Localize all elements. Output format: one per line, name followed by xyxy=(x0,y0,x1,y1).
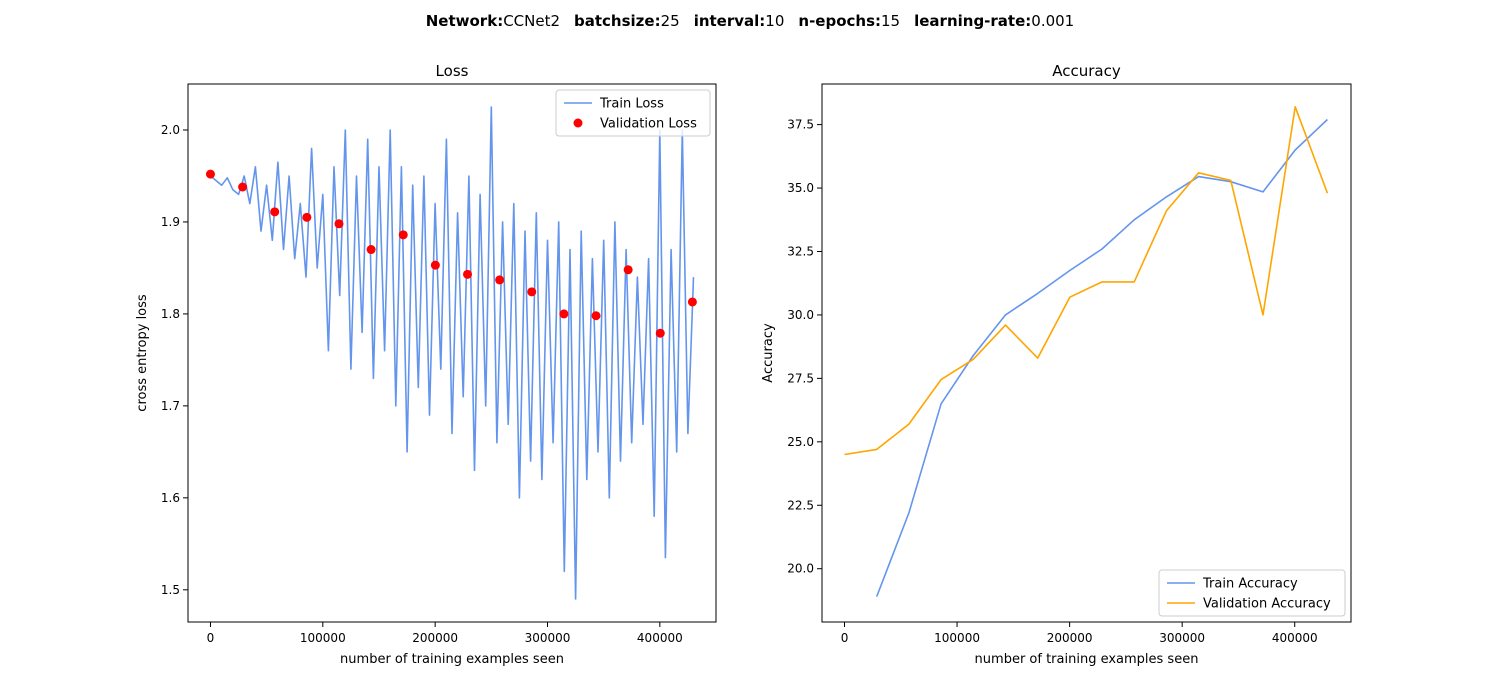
loss-legend-frame xyxy=(555,89,711,137)
acc-y-tick-label: 27.5 xyxy=(787,371,814,385)
acc-legend: Train Accuracy Validation Accuracy xyxy=(1158,569,1346,617)
loss-data-point xyxy=(655,328,665,338)
acc-y-tick-label: 37.5 xyxy=(787,118,814,132)
loss-y-tick-label: 2.0 xyxy=(161,123,180,137)
loss-data-point xyxy=(430,260,440,270)
acc-chart-title: Accuracy xyxy=(1052,62,1121,80)
loss-chart-title: Loss xyxy=(436,62,469,80)
acc-x-tick-label: 100000 xyxy=(934,631,980,645)
suptitle-value-n-epochs: 15 xyxy=(881,12,901,30)
suptitle-key-batchsize: batchsize xyxy=(574,12,655,30)
loss-y-axis-label: cross entropy loss xyxy=(135,294,150,412)
acc-series-line-0 xyxy=(875,118,1328,597)
figure-suptitle: Network:CCNet2 batchsize:25 interval:10 n-e… xyxy=(425,12,1075,30)
suptitle-value-network: CCNet2 xyxy=(503,12,561,30)
acc-y-tick-label: 35.0 xyxy=(787,181,814,195)
loss-y-tick-label: 1.5 xyxy=(161,583,180,597)
loss-data-point xyxy=(398,230,408,240)
suptitle-key-network: Network xyxy=(425,12,498,30)
loss-x-axis-label: number of training examples seen xyxy=(340,652,564,667)
loss-x-tick-label: 400000 xyxy=(637,631,683,645)
acc-x-tick-label: 300000 xyxy=(1159,631,1205,645)
acc-y-tick-label: 25.0 xyxy=(787,435,814,449)
acc-x-tick-label: 400000 xyxy=(1272,631,1318,645)
loss-legend-swatch-1 xyxy=(573,118,583,128)
loss-series-line-0 xyxy=(209,106,695,600)
acc-y-tick-label: 32.5 xyxy=(787,244,814,258)
loss-data-point xyxy=(463,269,473,279)
loss-y-tick-label: 1.9 xyxy=(161,215,180,229)
suptitle-value-learning-rate: 0.001 xyxy=(1031,12,1075,30)
loss-y-tick-label: 1.6 xyxy=(161,491,180,505)
acc-legend-frame xyxy=(1158,569,1346,617)
loss-data-point xyxy=(302,212,312,222)
suptitle-key-learning-rate: learning-rate xyxy=(914,12,1026,30)
loss-data-point xyxy=(238,182,248,192)
acc-x-tick-label: 200000 xyxy=(1047,631,1093,645)
accuracy-plot: Accuracy 0 100000 200000 300000 400000 20.0 22.… xyxy=(761,62,1352,667)
loss-data-point xyxy=(334,219,344,229)
suptitle-value-batchsize: 25 xyxy=(660,12,680,30)
loss-plot: Loss 0 100000 200000 300000 400000 1.5 1.6 1.7 1.… xyxy=(135,62,717,667)
loss-data-point xyxy=(366,245,376,255)
loss-data-point xyxy=(687,297,697,307)
suptitle-key-interval: interval xyxy=(693,12,760,30)
loss-legend: Train Loss Validation Loss xyxy=(555,89,711,137)
loss-data-point xyxy=(591,311,601,321)
acc-y-tick-label: 22.5 xyxy=(787,498,814,512)
acc-series-line-1 xyxy=(844,106,1329,456)
loss-data-point xyxy=(495,275,505,285)
loss-legend-label-0: Train Loss xyxy=(599,97,664,112)
loss-x-tick-label: 200000 xyxy=(412,631,458,645)
suptitle-value-interval: 10 xyxy=(765,12,785,30)
loss-x-tick-label: 0 xyxy=(207,631,215,645)
suptitle-key-n-epochs: n-epochs xyxy=(798,12,876,30)
loss-axes-frame xyxy=(187,83,717,623)
loss-x-tick-label: 300000 xyxy=(525,631,571,645)
acc-legend-label-0: Train Accuracy xyxy=(1202,577,1298,592)
loss-data-point xyxy=(270,207,280,217)
acc-legend-label-1: Validation Accuracy xyxy=(1203,597,1331,612)
loss-data-point xyxy=(205,169,215,179)
loss-data-point xyxy=(623,265,633,275)
acc-x-tick-label: 0 xyxy=(841,631,849,645)
acc-x-axis-label: number of training examples seen xyxy=(975,652,1199,667)
loss-data-point xyxy=(527,287,537,297)
loss-legend-label-1: Validation Loss xyxy=(600,117,697,132)
acc-y-tick-label: 20.0 xyxy=(787,562,814,576)
acc-y-tick-label: 30.0 xyxy=(787,308,814,322)
loss-y-tick-label: 1.8 xyxy=(161,307,180,321)
loss-y-tick-label: 1.7 xyxy=(161,399,180,413)
acc-y-axis-label: Accuracy xyxy=(761,323,776,383)
acc-axes-frame xyxy=(821,83,1352,623)
loss-x-tick-label: 100000 xyxy=(300,631,346,645)
loss-data-point xyxy=(559,309,569,319)
